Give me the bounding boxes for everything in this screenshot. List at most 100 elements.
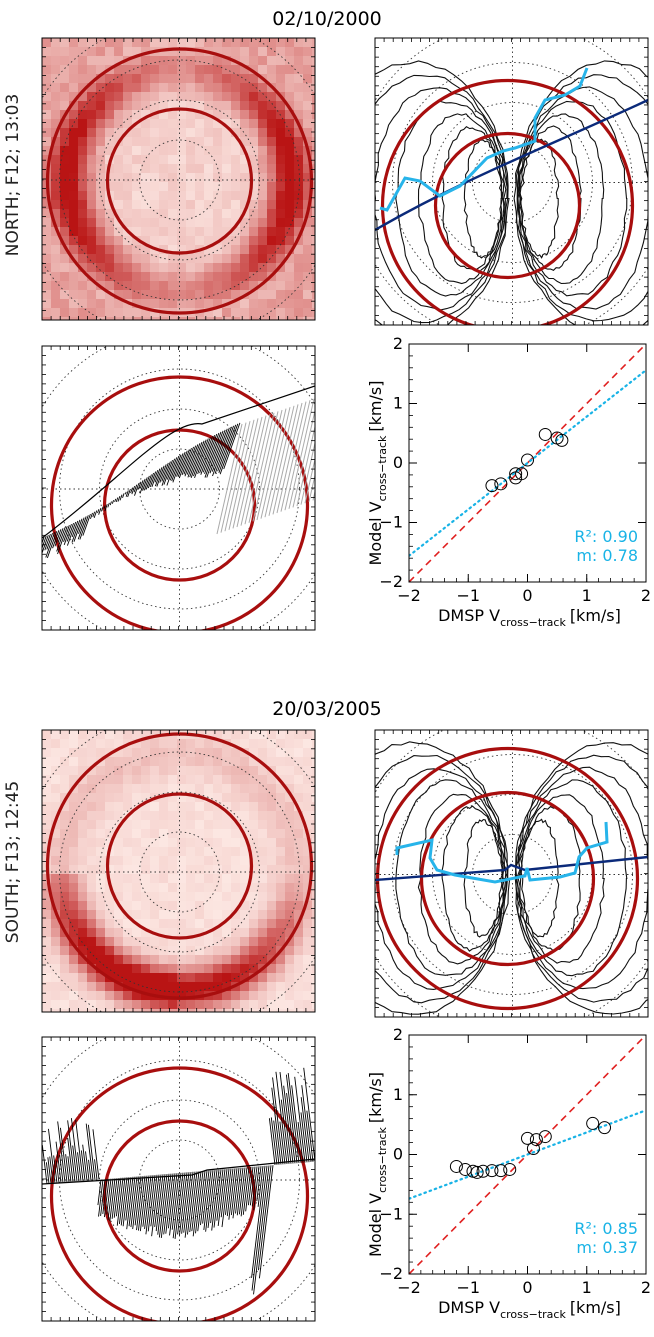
slope-label: m: 0.78 <box>576 546 638 565</box>
aurora-intensity-cell <box>267 910 277 920</box>
measured-drift-vector <box>163 460 173 485</box>
aurora-intensity-cell <box>168 973 178 983</box>
aurora-intensity-cell <box>285 281 295 291</box>
aurora-intensity-cell <box>240 182 250 192</box>
aurora-intensity-cell <box>177 299 187 309</box>
aurora-intensity-cell <box>69 74 79 84</box>
aurora-intensity-cell <box>78 748 88 758</box>
aurora-intensity-cell <box>294 748 304 758</box>
aurora-intensity-cell <box>87 991 97 1001</box>
aurora-intensity-cell <box>150 146 160 156</box>
aurora-intensity-cell <box>78 982 88 992</box>
aurora-intensity-cell <box>222 829 232 839</box>
aurora-intensity-cell <box>78 991 88 1001</box>
aurora-intensity-cell <box>258 146 268 156</box>
aurora-intensity-cell <box>123 748 133 758</box>
measured-drift-vector <box>104 504 108 512</box>
aurora-intensity-cell <box>78 263 88 273</box>
aurora-intensity-cell <box>78 110 88 120</box>
aurora-intensity-cell <box>285 937 295 947</box>
aurora-intensity-cell <box>258 946 268 956</box>
aurora-intensity-cell <box>195 236 205 246</box>
aurora-intensity-cell <box>312 802 315 812</box>
aurora-intensity-cell <box>222 308 232 318</box>
aurora-intensity-cell <box>240 874 250 884</box>
aurora-intensity-cell <box>240 847 250 857</box>
aurora-intensity-cell <box>303 757 313 767</box>
aurora-intensity-cell <box>177 92 187 102</box>
aurora-intensity-cell <box>303 128 313 138</box>
aurora-intensity-cell <box>312 874 315 884</box>
aurora-intensity-cell <box>168 865 178 875</box>
aurora-intensity-cell <box>159 784 169 794</box>
aurora-intensity-cell <box>204 901 214 911</box>
aurora-intensity-cell <box>105 272 115 282</box>
aurora-intensity-cell <box>69 946 79 956</box>
data-point <box>521 453 534 467</box>
aurora-intensity-cell <box>159 847 169 857</box>
aurora-intensity-cell <box>51 173 61 183</box>
aurora-intensity-cell <box>132 47 142 57</box>
aurora-intensity-cell <box>267 865 277 875</box>
aurora-intensity-cell <box>114 110 124 120</box>
aurora-intensity-cell <box>69 137 79 147</box>
drift-vector-panel <box>41 345 316 631</box>
aurora-intensity-cell <box>141 919 151 929</box>
aurora-intensity-cell <box>231 856 241 866</box>
aurora-intensity-cell <box>249 982 259 992</box>
aurora-intensity-cell <box>222 757 232 767</box>
aurora-intensity-cell <box>294 757 304 767</box>
measured-drift-vector <box>109 1178 116 1222</box>
aurora-intensity-cell <box>96 254 106 264</box>
aurora-intensity-cell <box>78 146 88 156</box>
aurora-intensity-cell <box>258 892 268 902</box>
aurora-intensity-cell <box>294 209 304 219</box>
aurora-intensity-cell <box>240 964 250 974</box>
aurora-intensity-cell <box>294 964 304 974</box>
aurora-intensity-cell <box>51 964 61 974</box>
aurora-intensity-cell <box>249 748 259 758</box>
aurora-intensity-cell <box>87 137 97 147</box>
aurora-intensity-cell <box>69 820 79 830</box>
aurora-intensity-cell <box>87 919 97 929</box>
aurora-intensity-cell <box>78 92 88 102</box>
aurora-intensity-cell <box>51 227 61 237</box>
aurora-intensity-cell <box>177 1000 187 1010</box>
aurora-intensity-cell <box>231 874 241 884</box>
aurora-intensity-cell <box>213 910 223 920</box>
aurora-intensity-cell <box>150 1000 160 1010</box>
aurora-intensity-cell <box>186 928 196 938</box>
aurora-intensity-cell <box>303 1009 313 1012</box>
aurora-intensity-cell <box>141 973 151 983</box>
aurora-intensity-cell <box>114 838 124 848</box>
aurora-intensity-cell <box>258 200 268 210</box>
aurora-intensity-cell <box>60 919 70 929</box>
aurora-intensity-cell <box>231 146 241 156</box>
aurora-intensity-cell <box>69 982 79 992</box>
aurora-intensity-cell <box>195 182 205 192</box>
aurora-intensity-cell <box>186 766 196 776</box>
aurora-intensity-cell <box>213 155 223 165</box>
aurora-intensity-cell <box>231 272 241 282</box>
measured-drift-vector <box>177 1172 186 1235</box>
aurora-intensity-cell <box>213 757 223 767</box>
aurora-intensity-cell <box>60 227 70 237</box>
aurora-intensity-cell <box>87 946 97 956</box>
aurora-intensity-cell <box>312 775 315 785</box>
aurora-intensity-cell <box>249 146 259 156</box>
aurora-intensity-cell <box>231 299 241 309</box>
aurora-intensity-cell <box>114 937 124 947</box>
aurora-intensity-cell <box>222 56 232 66</box>
aurora-intensity-cell <box>132 317 142 320</box>
measured-drift-vector <box>98 1179 104 1217</box>
aurora-intensity-cell <box>177 56 187 66</box>
aurora-intensity-cell <box>69 838 79 848</box>
aurora-intensity-cell <box>231 254 241 264</box>
aurora-intensity-cell <box>240 83 250 93</box>
aurora-intensity-cell <box>168 47 178 57</box>
aurora-intensity-cell <box>78 910 88 920</box>
aurora-intensity-cell <box>51 191 61 201</box>
aurora-intensity-cell <box>285 245 295 255</box>
measured-drift-vector <box>183 1171 192 1233</box>
aurora-intensity-cell <box>150 865 160 875</box>
